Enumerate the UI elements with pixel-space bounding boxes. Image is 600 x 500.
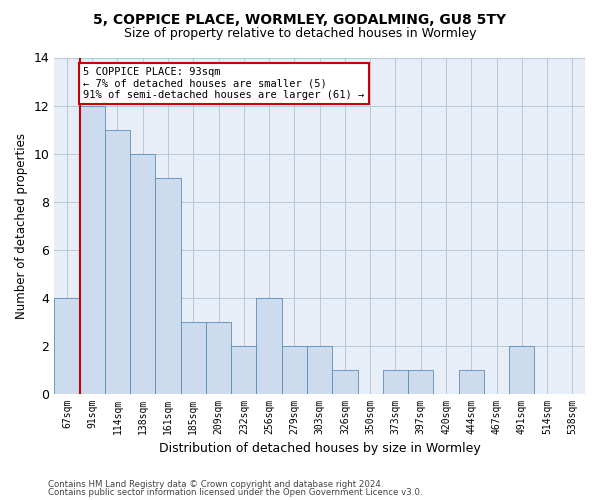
Bar: [181, 322, 206, 394]
Bar: [509, 346, 535, 394]
Bar: [307, 346, 332, 394]
Bar: [282, 346, 307, 394]
Text: Contains HM Land Registry data © Crown copyright and database right 2024.: Contains HM Land Registry data © Crown c…: [48, 480, 383, 489]
Bar: [408, 370, 433, 394]
Bar: [231, 346, 256, 394]
Bar: [130, 154, 155, 394]
Bar: [80, 106, 105, 394]
Bar: [54, 298, 80, 394]
X-axis label: Distribution of detached houses by size in Wormley: Distribution of detached houses by size …: [159, 442, 481, 455]
Bar: [206, 322, 231, 394]
Text: 5 COPPICE PLACE: 93sqm
← 7% of detached houses are smaller (5)
91% of semi-detac: 5 COPPICE PLACE: 93sqm ← 7% of detached …: [83, 67, 365, 100]
Text: Contains public sector information licensed under the Open Government Licence v3: Contains public sector information licen…: [48, 488, 422, 497]
Bar: [256, 298, 282, 394]
Text: Size of property relative to detached houses in Wormley: Size of property relative to detached ho…: [124, 28, 476, 40]
Text: 5, COPPICE PLACE, WORMLEY, GODALMING, GU8 5TY: 5, COPPICE PLACE, WORMLEY, GODALMING, GU…: [94, 12, 506, 26]
Bar: [155, 178, 181, 394]
Bar: [105, 130, 130, 394]
Bar: [332, 370, 358, 394]
Y-axis label: Number of detached properties: Number of detached properties: [15, 132, 28, 318]
Bar: [458, 370, 484, 394]
Bar: [383, 370, 408, 394]
